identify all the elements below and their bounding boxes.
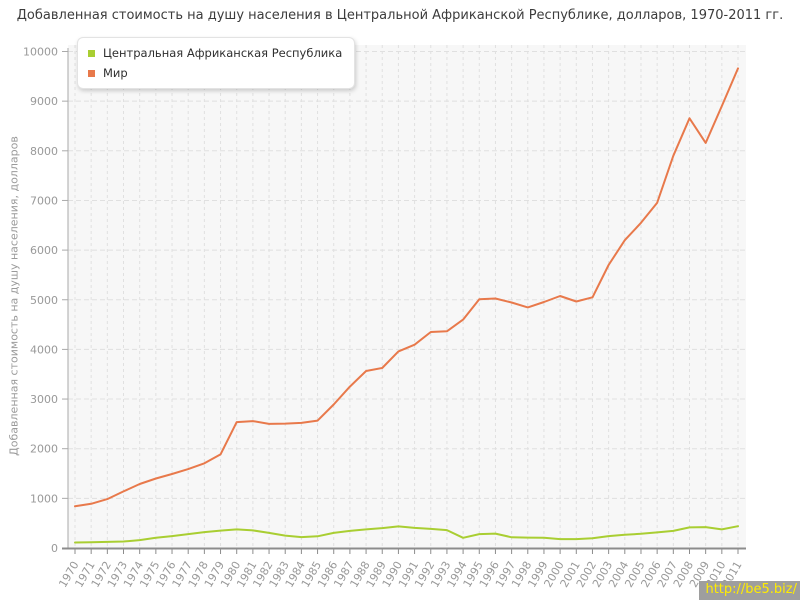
y-tick-label: 6000 <box>30 244 58 257</box>
legend-swatch-icon <box>88 69 95 77</box>
y-tick-label: 1000 <box>30 492 58 505</box>
y-tick-label: 5000 <box>30 294 58 307</box>
legend-item-1[interactable]: Мир <box>88 63 342 83</box>
legend: Центральная Африканская Республика Мир <box>77 37 356 89</box>
watermark-link[interactable]: http://be5.biz/ <box>699 581 800 600</box>
y-tick-label: 10000 <box>23 46 58 59</box>
series-line-0 <box>74 525 739 544</box>
legend-label: Мир <box>103 66 128 80</box>
legend-label: Центральная Африканская Республика <box>103 46 343 60</box>
y-tick-label: 7000 <box>30 194 58 207</box>
y-tick-label: 0 <box>51 542 58 555</box>
plot-background <box>68 45 746 548</box>
y-tick-label: 8000 <box>30 145 58 158</box>
y-tick-label: 9000 <box>30 95 58 108</box>
chart-title: Добавленная стоимость на душу населения … <box>16 8 784 23</box>
legend-item-0[interactable]: Центральная Африканская Республика <box>88 43 342 63</box>
y-tick-label: 2000 <box>30 443 58 456</box>
y-tick-label: 3000 <box>30 393 58 406</box>
legend-swatch-icon <box>88 49 95 57</box>
y-tick-label: 4000 <box>30 343 58 356</box>
series-line-1 <box>74 67 739 508</box>
